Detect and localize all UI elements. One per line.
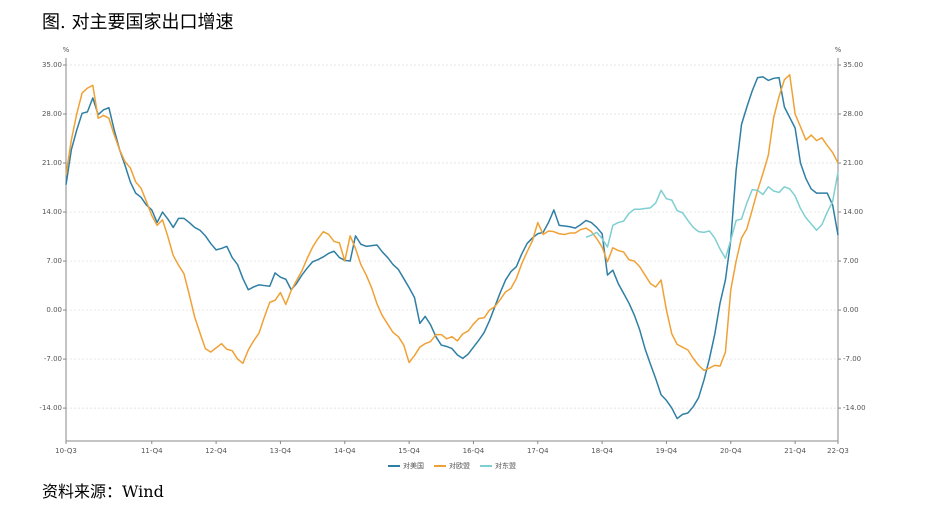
series-line	[585, 171, 839, 259]
chart-title: 图. 对主要国家出口增速	[42, 12, 233, 33]
source-note: 资料来源：Wind	[42, 482, 164, 501]
x-tick-label: 18-Q4	[591, 447, 613, 455]
x-tick-label: 16-Q4	[463, 447, 485, 455]
x-tick-label: 11-Q4	[141, 447, 163, 455]
x-tick-label: 19-Q4	[656, 447, 678, 455]
y-tick-label: 0.00	[46, 306, 62, 314]
series-line	[65, 74, 839, 372]
y-tick-label: 14.00	[42, 208, 62, 216]
y-tick-label: 7.00	[46, 257, 62, 265]
x-tick-label: 14-Q4	[334, 447, 356, 455]
y-unit: %	[63, 46, 70, 54]
x-tick-label: 13-Q4	[270, 447, 292, 455]
y2-tick-label: 28.00	[843, 110, 863, 118]
x-tick-label: 21-Q4	[784, 447, 806, 455]
y-tick-label: -14.00	[39, 404, 62, 412]
y-tick-label: -7.00	[44, 355, 62, 363]
x-tick-label: 20-Q4	[720, 447, 742, 455]
y-tick-label: 35.00	[42, 61, 62, 69]
legend-label: 对欧盟	[449, 461, 470, 470]
y2-tick-label: 7.00	[843, 257, 859, 265]
series-line	[65, 76, 839, 420]
y-tick-label: 28.00	[42, 110, 62, 118]
x-tick-label: 22-Q3	[827, 447, 849, 455]
y2-unit: %	[835, 46, 842, 54]
x-tick-label: 15-Q4	[398, 447, 420, 455]
y2-tick-label: 0.00	[843, 306, 859, 314]
legend-label: 对美国	[403, 461, 424, 470]
y-tick-label: 21.00	[42, 159, 62, 167]
y2-tick-label: 21.00	[843, 159, 863, 167]
x-tick-label: 10-Q3	[55, 447, 77, 455]
legend-label: 对东盟	[495, 461, 516, 470]
y2-tick-label: -7.00	[843, 355, 861, 363]
y2-tick-label: 14.00	[843, 208, 863, 216]
y2-tick-label: -14.00	[843, 404, 866, 412]
y2-tick-label: 35.00	[843, 61, 863, 69]
x-tick-label: 12-Q4	[205, 447, 227, 455]
x-tick-label: 17-Q4	[527, 447, 549, 455]
